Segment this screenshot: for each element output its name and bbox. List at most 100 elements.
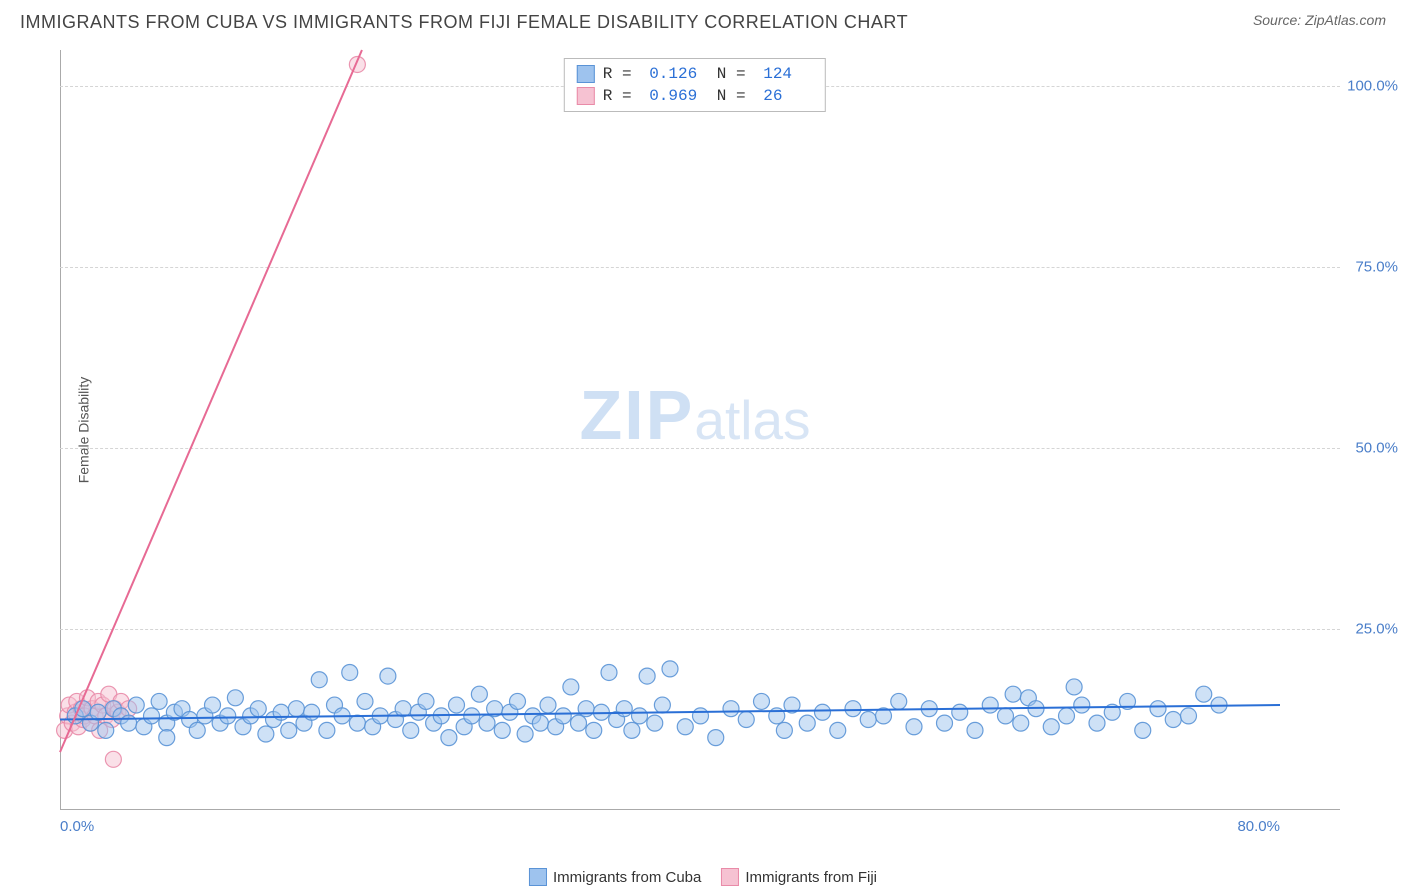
data-point: [494, 722, 510, 738]
data-point: [357, 693, 373, 709]
legend-label-cuba: Immigrants from Cuba: [553, 869, 701, 886]
data-point: [708, 730, 724, 746]
data-point: [1196, 686, 1212, 702]
data-point: [510, 693, 526, 709]
data-point: [654, 697, 670, 713]
data-point: [860, 712, 876, 728]
data-point: [311, 672, 327, 688]
data-point: [479, 715, 495, 731]
data-point: [1089, 715, 1105, 731]
data-point: [128, 697, 144, 713]
legend-row-fiji: R = 0.969 N = 26: [577, 85, 813, 107]
data-point: [723, 701, 739, 717]
legend-r-label: R =: [603, 87, 641, 105]
data-point: [738, 712, 754, 728]
data-point: [540, 697, 556, 713]
data-point: [998, 708, 1014, 724]
legend-row-cuba: R = 0.126 N = 124: [577, 63, 813, 85]
trend-line: [60, 50, 362, 752]
y-tick-label: 25.0%: [1355, 621, 1398, 638]
data-point: [449, 697, 465, 713]
legend-swatch-cuba: [529, 868, 547, 886]
data-point: [754, 693, 770, 709]
y-tick-label: 100.0%: [1347, 78, 1398, 95]
legend-item-cuba: Immigrants from Cuba: [529, 868, 701, 886]
legend-n-label: N =: [707, 65, 755, 83]
data-point: [1043, 719, 1059, 735]
plot-svg: [50, 50, 1340, 810]
data-point: [151, 693, 167, 709]
data-point: [586, 722, 602, 738]
data-point: [121, 715, 137, 731]
data-point: [967, 722, 983, 738]
data-point: [380, 668, 396, 684]
header: IMMIGRANTS FROM CUBA VS IMMIGRANTS FROM …: [0, 0, 1406, 41]
data-point: [952, 704, 968, 720]
data-point: [144, 708, 160, 724]
data-point: [1074, 697, 1090, 713]
data-point: [799, 715, 815, 731]
data-point: [258, 726, 274, 742]
chart-title: IMMIGRANTS FROM CUBA VS IMMIGRANTS FROM …: [20, 12, 908, 33]
data-point: [304, 704, 320, 720]
x-tick-label: 80.0%: [1237, 818, 1280, 835]
data-point: [632, 708, 648, 724]
x-tick-label: 0.0%: [60, 818, 94, 835]
data-point: [982, 697, 998, 713]
data-point: [830, 722, 846, 738]
data-point: [532, 715, 548, 731]
data-point: [1066, 679, 1082, 695]
data-point: [403, 722, 419, 738]
data-point: [517, 726, 533, 742]
data-point: [891, 693, 907, 709]
legend-series: Immigrants from Cuba Immigrants from Fij…: [529, 868, 877, 886]
data-point: [647, 715, 663, 731]
data-point: [464, 708, 480, 724]
data-point: [349, 715, 365, 731]
data-point: [205, 697, 221, 713]
data-point: [624, 722, 640, 738]
data-point: [1013, 715, 1029, 731]
data-point: [471, 686, 487, 702]
data-point: [571, 715, 587, 731]
data-point: [662, 661, 678, 677]
data-point: [1059, 708, 1075, 724]
y-tick-label: 50.0%: [1355, 440, 1398, 457]
source-label: Source: ZipAtlas.com: [1253, 12, 1386, 28]
data-point: [1005, 686, 1021, 702]
data-point: [105, 751, 121, 767]
data-point: [159, 730, 175, 746]
data-point: [616, 701, 632, 717]
data-point: [639, 668, 655, 684]
legend-correlation: R = 0.126 N = 124 R = 0.969 N = 26: [564, 58, 826, 112]
data-point: [441, 730, 457, 746]
data-point: [281, 722, 297, 738]
data-point: [250, 701, 266, 717]
data-point: [98, 722, 114, 738]
data-point: [555, 708, 571, 724]
legend-swatch-fiji: [577, 87, 595, 105]
data-point: [1181, 708, 1197, 724]
data-point: [1150, 701, 1166, 717]
data-point: [815, 704, 831, 720]
data-point: [563, 679, 579, 695]
data-point: [937, 715, 953, 731]
data-point: [220, 708, 236, 724]
legend-swatch-fiji: [721, 868, 739, 886]
data-point: [227, 690, 243, 706]
legend-r-cuba: 0.126: [649, 65, 699, 83]
data-point: [693, 708, 709, 724]
legend-r-label: R =: [603, 65, 641, 83]
data-point: [342, 664, 358, 680]
data-point: [677, 719, 693, 735]
legend-item-fiji: Immigrants from Fiji: [721, 868, 877, 886]
chart-area: Female Disability ZIPatlas 25.0%50.0%75.…: [50, 50, 1340, 810]
data-point: [906, 719, 922, 735]
data-point: [845, 701, 861, 717]
legend-label-fiji: Immigrants from Fiji: [745, 869, 877, 886]
legend-swatch-cuba: [577, 65, 595, 83]
y-tick-label: 75.0%: [1355, 259, 1398, 276]
legend-r-fiji: 0.969: [649, 87, 699, 105]
data-point: [418, 693, 434, 709]
legend-n-cuba: 124: [763, 65, 813, 83]
